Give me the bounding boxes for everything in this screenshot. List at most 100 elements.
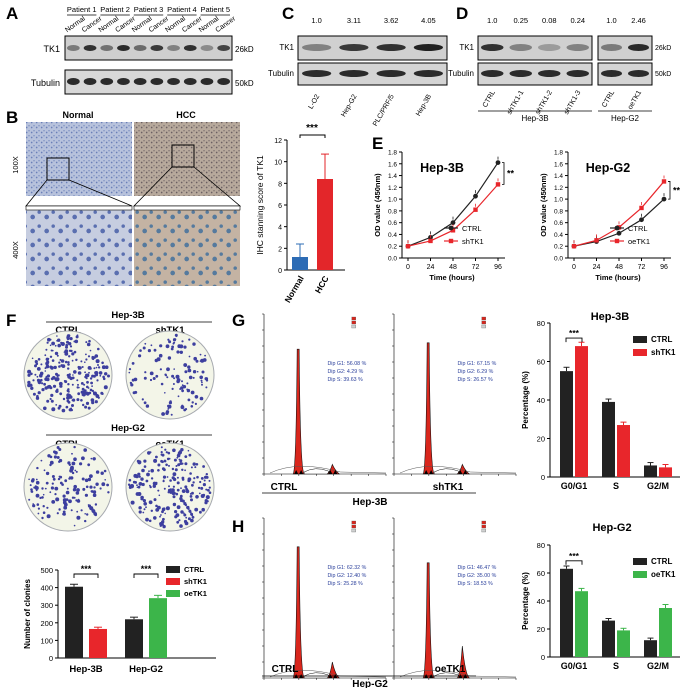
tk1-band xyxy=(150,45,164,51)
series-point xyxy=(571,244,577,249)
series-point xyxy=(495,182,501,187)
colony xyxy=(49,463,52,467)
colony xyxy=(177,455,180,457)
colony xyxy=(180,487,182,490)
tubulin-band xyxy=(302,70,332,77)
colony xyxy=(163,459,166,462)
flow-stat-label: Dip G1: 62.32 % xyxy=(327,565,366,571)
colony xyxy=(49,344,52,347)
legend-marker xyxy=(614,225,620,231)
y-tick-label: 200 xyxy=(40,619,53,628)
colony xyxy=(170,413,173,416)
colony xyxy=(163,487,166,490)
group-label: Hep-G2 xyxy=(111,423,145,434)
colony xyxy=(70,509,73,512)
colony xyxy=(150,344,153,347)
flow-legend-swatch xyxy=(351,524,356,529)
flow-legend-swatch xyxy=(481,324,486,329)
colony xyxy=(164,392,166,394)
colony xyxy=(58,381,63,386)
colony xyxy=(172,485,175,488)
series-point xyxy=(405,244,411,249)
x-tick-label: G2/M xyxy=(647,481,669,491)
y-tick-label: 0.6 xyxy=(388,220,397,227)
colony xyxy=(76,510,79,513)
colony xyxy=(30,488,33,491)
colony xyxy=(77,383,79,386)
flow-legend-swatch xyxy=(481,320,486,325)
bar-oetk1-s xyxy=(617,630,630,657)
colony xyxy=(138,510,142,514)
colony xyxy=(87,366,92,370)
colony xyxy=(199,396,204,401)
colony xyxy=(35,478,38,481)
colony xyxy=(198,492,201,495)
colony xyxy=(95,366,98,369)
bar-ctrl-g0-g1 xyxy=(560,371,573,477)
colony xyxy=(56,354,59,357)
colony xyxy=(187,365,191,369)
colony xyxy=(85,377,88,380)
colony xyxy=(42,493,45,496)
tk1-band xyxy=(509,44,532,51)
x-tick-label: S xyxy=(613,661,619,671)
legend-label: oeTK1 xyxy=(184,589,207,598)
tubulin-band xyxy=(183,78,197,85)
y-axis-label: Percentage (%) xyxy=(521,572,530,630)
colony xyxy=(138,506,142,510)
colony xyxy=(84,519,87,523)
legend-marker xyxy=(448,225,454,231)
flow-marker xyxy=(463,470,468,474)
colony xyxy=(195,463,199,466)
colony xyxy=(72,488,77,492)
colony xyxy=(197,486,201,490)
colony xyxy=(68,355,71,358)
bar-ctrl-s xyxy=(602,401,615,477)
colony xyxy=(75,470,78,473)
tubulin-band xyxy=(217,78,230,85)
y-tick-label: 1.2 xyxy=(388,185,397,192)
y-axis-label: Number of clonies xyxy=(23,579,32,649)
colony xyxy=(205,379,209,382)
colony xyxy=(94,371,99,375)
colony xyxy=(33,486,36,489)
colony xyxy=(174,468,178,472)
colony xyxy=(184,364,187,367)
colony xyxy=(58,361,61,364)
zoom-bar xyxy=(133,205,241,211)
tk1-band xyxy=(200,45,214,51)
colony xyxy=(53,455,58,459)
colony xyxy=(165,463,168,467)
colony xyxy=(84,478,89,483)
colony xyxy=(144,342,147,345)
colony xyxy=(47,337,51,342)
colony xyxy=(201,381,203,384)
flow-legend-swatch xyxy=(351,324,356,329)
colony xyxy=(61,408,66,413)
x-tick-label: 48 xyxy=(449,264,457,271)
colony xyxy=(54,351,59,356)
colony xyxy=(208,486,211,489)
colony xyxy=(44,370,47,372)
colony xyxy=(131,362,135,365)
bar-ctrl-g2-m xyxy=(644,465,657,477)
colony xyxy=(141,468,145,473)
colony xyxy=(70,465,74,470)
colony xyxy=(47,454,51,458)
series-point xyxy=(616,230,622,236)
colony xyxy=(162,480,165,483)
colony xyxy=(200,358,205,363)
ihc-header-normal: Normal xyxy=(62,110,93,120)
colony xyxy=(52,477,56,481)
colony xyxy=(73,524,76,527)
colony xyxy=(157,489,160,492)
colony xyxy=(71,461,76,466)
colony xyxy=(73,484,77,489)
colony xyxy=(137,485,141,489)
colony xyxy=(185,487,188,491)
micrograph-hcc-400x xyxy=(134,210,240,286)
colony xyxy=(202,465,206,468)
colony xyxy=(41,382,44,385)
group-label: Hep-G2 xyxy=(352,679,388,688)
bar-ctrl-hep-3b xyxy=(65,586,83,658)
